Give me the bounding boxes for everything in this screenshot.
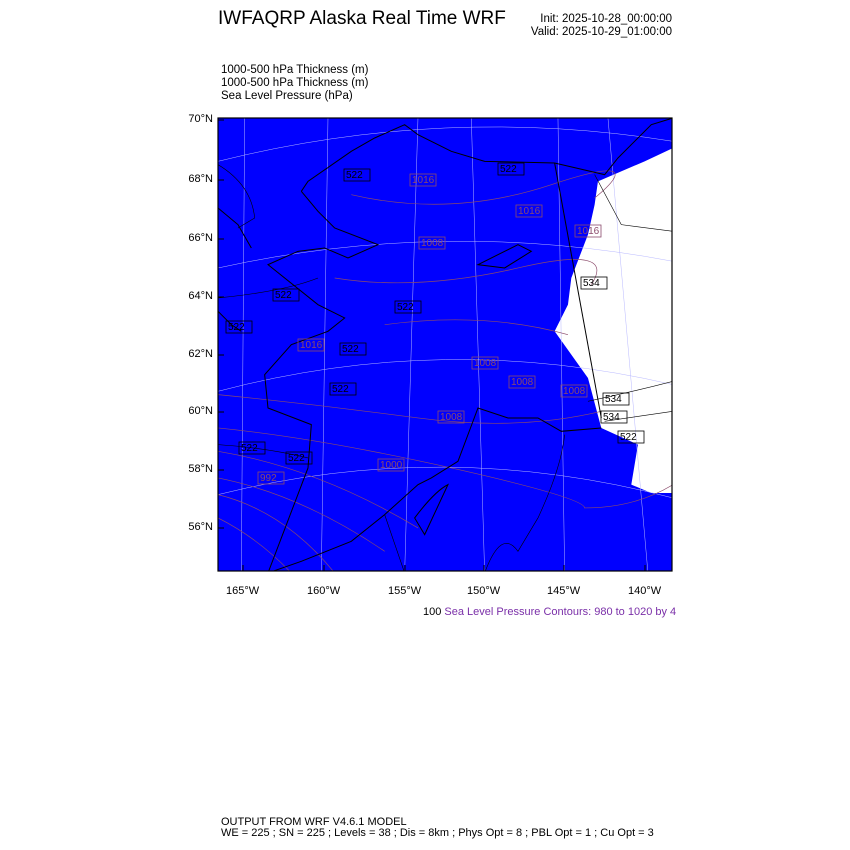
lon-tick-label: 155°W bbox=[388, 585, 422, 597]
lon-tick-label: 140°W bbox=[628, 585, 662, 597]
thickness-contour-label: 522 bbox=[332, 384, 349, 395]
lat-tick-label: 56°N bbox=[188, 521, 213, 533]
slp-contour-label-box bbox=[471, 356, 499, 370]
lon-tick-label: 145°W bbox=[547, 585, 581, 597]
slp-contour-label: 1016 bbox=[412, 175, 435, 186]
thickness-contour-label-box bbox=[497, 162, 525, 176]
thickness-contour-label: 534 bbox=[583, 278, 600, 289]
axis-ticks bbox=[218, 119, 646, 571]
field-label-thickness-1: 1000-500 hPa Thickness (m) bbox=[221, 64, 369, 76]
thickness-contours bbox=[218, 164, 672, 571]
lat-tick-label: 60°N bbox=[188, 405, 213, 417]
thickness-contour-label: 534 bbox=[605, 394, 622, 405]
thickness-contour-label: 522 bbox=[620, 432, 637, 443]
map-frame bbox=[217, 117, 673, 572]
thickness-contour-label-box bbox=[339, 342, 367, 356]
thickness-contour-label: 522 bbox=[275, 290, 292, 301]
slp-contour-label-box bbox=[560, 384, 588, 398]
thickness-contour-label-box bbox=[329, 382, 357, 396]
contour-min-label: 100 bbox=[423, 606, 442, 618]
snow-free-area bbox=[554, 148, 672, 493]
contour-info: 100 Sea Level Pressure Contours: 980 to … bbox=[423, 606, 676, 618]
slp-contour-label-box bbox=[377, 458, 405, 472]
field-label-slp: Sea Level Pressure (hPa) bbox=[221, 90, 353, 102]
thickness-contour-label: 534 bbox=[603, 412, 620, 423]
thickness-contour-label-box bbox=[617, 430, 645, 444]
plot-title: IWFAQRP Alaska Real Time WRF bbox=[218, 8, 506, 29]
thickness-contour-label-box bbox=[394, 300, 422, 314]
thickness-contour-label-box bbox=[238, 441, 266, 455]
slp-contour-label: 1008 bbox=[474, 358, 497, 369]
lon-tick-label: 150°W bbox=[467, 585, 501, 597]
slp-contour-label: 1008 bbox=[563, 386, 586, 397]
lon-tick-label: 165°W bbox=[226, 585, 260, 597]
lat-tick-label: 62°N bbox=[188, 348, 213, 360]
thickness-contour-label-box bbox=[600, 410, 628, 424]
model-footer: OUTPUT FROM WRF V4.6.1 MODEL WE = 225 ; … bbox=[221, 817, 654, 839]
slp-contour-label-box bbox=[508, 375, 536, 389]
slp-contour-label-box bbox=[297, 338, 325, 352]
footer-line-2: WE = 225 ; SN = 225 ; Levels = 38 ; Dis … bbox=[221, 827, 654, 839]
time-info: Init: 2025-10-28_00:00:00 Valid: 2025-10… bbox=[531, 13, 672, 39]
lat-tick-label: 64°N bbox=[188, 290, 213, 302]
lat-tick-label: 70°N bbox=[188, 113, 213, 125]
slp-contour-label: 1016 bbox=[577, 226, 600, 237]
field-label-thickness-2: 1000-500 hPa Thickness (m) bbox=[221, 77, 369, 89]
slp-contour-label-box bbox=[437, 410, 465, 424]
thickness-contour-label-box bbox=[225, 320, 253, 334]
thickness-contour-label: 522 bbox=[500, 164, 517, 175]
slp-contour-label: 1016 bbox=[300, 340, 323, 351]
lon-tick-label: 160°W bbox=[307, 585, 341, 597]
slp-contour-label: 1008 bbox=[440, 412, 463, 423]
slp-contours bbox=[218, 170, 672, 571]
slp-contour-label: 1000 bbox=[380, 460, 403, 471]
lat-tick-label: 66°N bbox=[188, 232, 213, 244]
thickness-contour-label: 522 bbox=[346, 170, 363, 181]
thickness-contour-label: 522 bbox=[397, 302, 414, 313]
thickness-contour-label: 522 bbox=[228, 322, 245, 333]
slp-contour-label: 992 bbox=[260, 473, 277, 484]
lat-tick-label: 68°N bbox=[188, 173, 213, 185]
thickness-contour-label-box bbox=[580, 276, 608, 290]
graticule bbox=[218, 118, 672, 571]
thickness-contour-label: 522 bbox=[241, 443, 258, 454]
lat-tick-label: 58°N bbox=[188, 463, 213, 475]
slp-contour-label-box bbox=[515, 204, 543, 218]
slp-contour-label: 1008 bbox=[511, 377, 534, 388]
thickness-contour-label-box bbox=[343, 168, 371, 182]
thickness-contour-label: 522 bbox=[288, 453, 305, 464]
valid-time: Valid: 2025-10-29_01:00:00 bbox=[530, 26, 672, 38]
thickness-contour-label-box bbox=[285, 451, 313, 465]
contour-labels: 1016 1016 1016 1008 1016 1008 1008 1008 1008 1000… bbox=[225, 162, 645, 485]
slp-contour-label: 1016 bbox=[518, 206, 541, 217]
footer-line-1: OUTPUT FROM WRF V4.6.1 MODEL bbox=[221, 816, 407, 828]
slp-contour-label: 1008 bbox=[421, 238, 444, 249]
slp-contour-label-box bbox=[574, 224, 602, 238]
thickness-contour-label-box bbox=[272, 288, 300, 302]
slp-contour-label-box bbox=[257, 471, 285, 485]
thickness-contour-label: 522 bbox=[342, 344, 359, 355]
thickness-contour-label-box bbox=[602, 392, 630, 406]
coastline bbox=[218, 118, 672, 571]
contour-info-text: Sea Level Pressure Contours: 980 to 1020… bbox=[444, 606, 677, 618]
init-time: Init: 2025-10-28_00:00:00 bbox=[540, 13, 672, 25]
slp-contour-label-box bbox=[409, 173, 437, 187]
slp-contour-label-box bbox=[418, 236, 446, 250]
